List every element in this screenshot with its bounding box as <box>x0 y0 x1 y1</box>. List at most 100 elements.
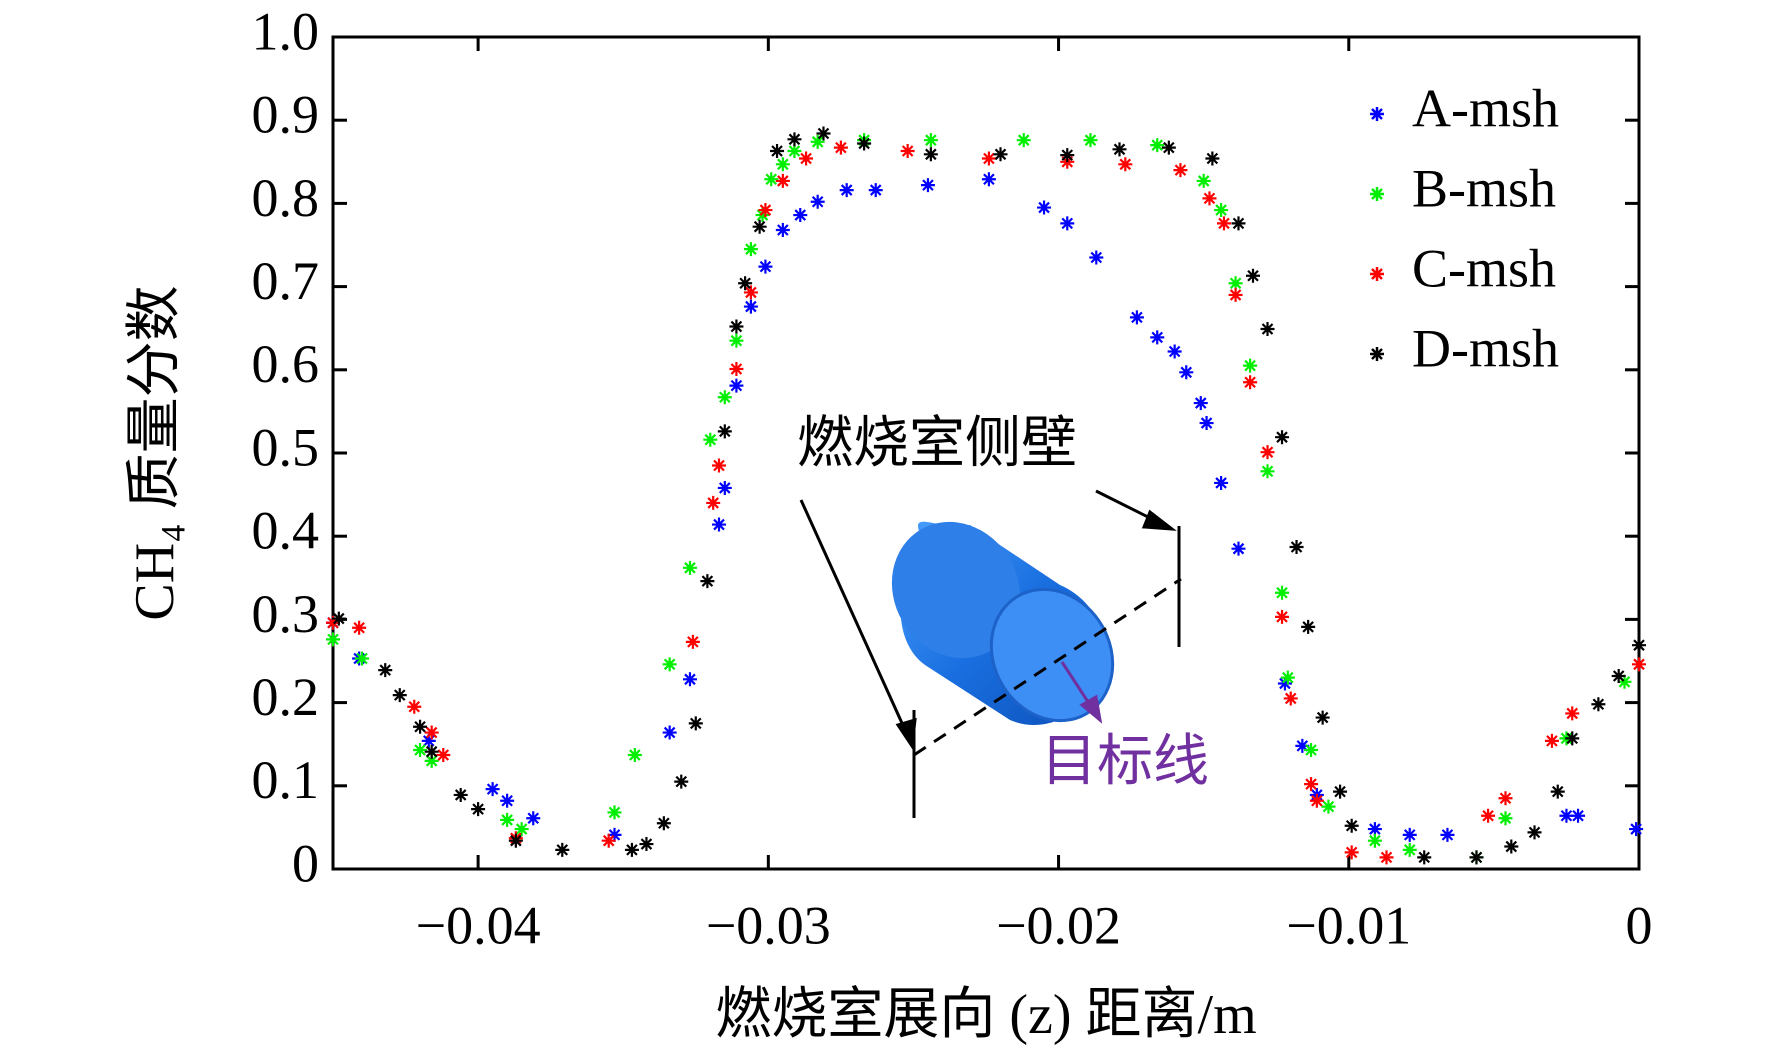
point <box>1295 738 1310 753</box>
point <box>993 147 1008 162</box>
point <box>1504 839 1519 854</box>
point <box>810 134 825 149</box>
point <box>1179 365 1194 380</box>
y-tick-label: 0.6 <box>252 334 320 394</box>
point <box>1309 793 1324 808</box>
point <box>711 458 726 473</box>
point <box>787 132 802 147</box>
point <box>436 748 451 763</box>
x-tick-label: −0.02 <box>996 895 1121 955</box>
point <box>706 495 721 510</box>
point <box>729 361 744 376</box>
point <box>1527 825 1542 840</box>
y-tick-label: 0.4 <box>252 501 320 561</box>
point <box>1196 173 1211 188</box>
point <box>682 560 697 575</box>
point <box>1559 808 1574 823</box>
y-tick-label: 0.3 <box>252 584 320 644</box>
point <box>1280 670 1295 685</box>
legend-marker <box>1370 347 1384 361</box>
point <box>1089 250 1104 265</box>
point <box>816 126 831 141</box>
point <box>1565 706 1580 721</box>
legend-label: C-msh <box>1412 238 1556 298</box>
point <box>729 378 744 393</box>
point <box>799 151 814 166</box>
point <box>758 203 773 218</box>
point <box>1231 216 1246 231</box>
point <box>1315 710 1330 725</box>
point <box>1173 163 1188 178</box>
x-tick-label: −0.04 <box>416 895 541 955</box>
point <box>1246 268 1261 283</box>
point <box>923 133 938 148</box>
point <box>1205 151 1220 166</box>
point <box>1260 322 1275 337</box>
point <box>1260 464 1275 479</box>
point <box>1469 850 1484 865</box>
point <box>378 663 393 678</box>
point <box>717 424 732 439</box>
y-tick-label: 0.9 <box>252 85 320 145</box>
point <box>662 725 677 740</box>
point <box>1629 822 1644 837</box>
point <box>1275 609 1290 624</box>
point <box>703 432 718 447</box>
point <box>1167 344 1182 359</box>
point <box>624 842 639 857</box>
y-tick-label: 0 <box>292 833 319 893</box>
legend-label: D-msh <box>1412 318 1559 378</box>
point <box>775 223 790 238</box>
point <box>1129 310 1144 325</box>
point <box>1214 475 1229 490</box>
y-tick-label: 0.5 <box>252 417 320 477</box>
y-tick-label: 0.8 <box>252 168 320 228</box>
point <box>833 140 848 155</box>
point <box>1304 743 1319 758</box>
point <box>1118 157 1133 172</box>
point <box>1417 850 1432 865</box>
point <box>1367 833 1382 848</box>
point <box>514 822 529 837</box>
point <box>407 699 422 714</box>
point <box>981 172 996 187</box>
point <box>421 733 436 748</box>
point <box>1402 842 1417 857</box>
point <box>1083 133 1098 148</box>
y-axis-label: CH₄ 质量分数 <box>124 285 186 620</box>
point <box>752 219 767 234</box>
x-axis-label: 燃烧室展向 (z) 距离/m <box>715 984 1256 1046</box>
point <box>656 816 671 831</box>
point <box>793 208 808 223</box>
combustor-illustration <box>891 521 1115 725</box>
point <box>1150 138 1165 153</box>
point <box>1440 827 1455 842</box>
point <box>607 827 622 842</box>
legend-marker <box>1370 267 1384 281</box>
point <box>331 611 346 626</box>
point <box>1565 731 1580 746</box>
point <box>764 172 779 187</box>
point <box>1277 676 1292 691</box>
annotation: 燃烧室侧壁 <box>797 413 1077 475</box>
point <box>1571 808 1586 823</box>
x-tick-label: −0.01 <box>1286 895 1411 955</box>
point <box>755 208 770 223</box>
point <box>601 833 616 848</box>
point <box>1498 791 1513 806</box>
point <box>1161 140 1176 155</box>
point <box>1112 142 1127 157</box>
point <box>1617 674 1632 689</box>
point <box>1243 375 1258 390</box>
point <box>775 157 790 172</box>
point <box>717 480 732 495</box>
point <box>1289 540 1304 555</box>
point <box>500 793 515 808</box>
point <box>700 574 715 589</box>
point <box>688 716 703 731</box>
point <box>424 725 439 740</box>
point <box>1591 697 1606 712</box>
point <box>674 774 689 789</box>
point <box>1260 445 1275 460</box>
